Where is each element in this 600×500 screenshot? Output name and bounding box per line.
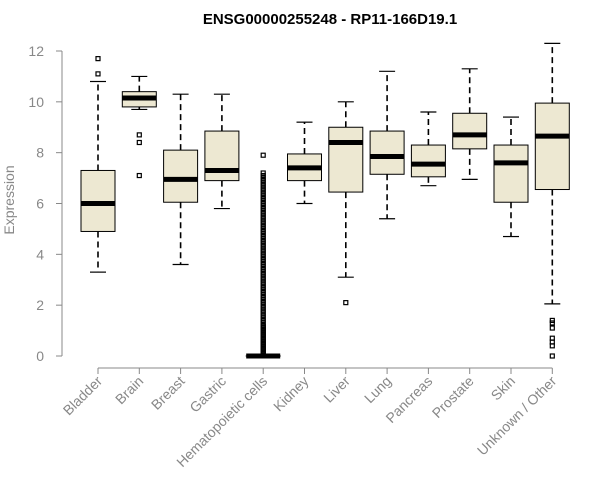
outlier-point bbox=[136, 139, 142, 146]
x-category-label: Kidney bbox=[270, 373, 312, 415]
outlier-point bbox=[343, 300, 349, 306]
iqr-box bbox=[452, 112, 488, 150]
iqr-box bbox=[163, 149, 199, 203]
x-category-label: Skin bbox=[488, 373, 519, 404]
outlier-point bbox=[549, 317, 555, 324]
box-group bbox=[80, 56, 116, 273]
outlier-point bbox=[549, 353, 555, 359]
box-group bbox=[493, 116, 529, 238]
box-group bbox=[534, 42, 570, 359]
y-axis: 0 2 4 6 8 10 12 bbox=[28, 43, 63, 364]
y-tick-label: 2 bbox=[36, 297, 44, 313]
iqr-box bbox=[410, 144, 446, 178]
y-tick-label: 0 bbox=[36, 348, 44, 364]
box-group bbox=[369, 70, 405, 220]
iqr-box bbox=[328, 126, 364, 193]
x-category-label: Brain bbox=[112, 373, 146, 407]
outlier-point bbox=[549, 325, 555, 331]
y-axis-label: Expression bbox=[1, 165, 17, 234]
outlier-point bbox=[136, 132, 142, 138]
outlier-point bbox=[95, 71, 101, 77]
box-group bbox=[121, 75, 157, 179]
iqr-box bbox=[493, 144, 529, 203]
outlier-point bbox=[136, 172, 142, 179]
iqr-box bbox=[204, 130, 240, 182]
x-category-label: Prostate bbox=[429, 373, 477, 421]
box-group bbox=[245, 152, 281, 359]
y-tick-label: 10 bbox=[28, 94, 44, 110]
x-category-label: Breast bbox=[148, 373, 188, 413]
box-group bbox=[452, 68, 488, 180]
outlier-point bbox=[549, 335, 555, 341]
outlier-point bbox=[260, 170, 266, 176]
outlier-point bbox=[260, 152, 266, 158]
chart-title: ENSG00000255248 - RP11-166D19.1 bbox=[203, 11, 457, 28]
iqr-box bbox=[369, 130, 405, 175]
box-group bbox=[287, 121, 322, 205]
x-category-label: Liver bbox=[320, 373, 353, 406]
plot-area bbox=[80, 42, 570, 359]
box-group bbox=[163, 93, 199, 266]
outlier-point bbox=[95, 56, 101, 62]
iqr-box bbox=[80, 169, 116, 232]
y-tick-label: 8 bbox=[36, 145, 44, 161]
box-group bbox=[204, 93, 240, 210]
x-category-label: Bladder bbox=[60, 373, 106, 419]
box-group bbox=[328, 101, 364, 306]
box-group bbox=[410, 111, 446, 187]
y-tick-label: 4 bbox=[36, 246, 44, 262]
y-tick-label: 6 bbox=[36, 196, 44, 212]
x-category-label: Lung bbox=[361, 373, 394, 406]
iqr-box bbox=[534, 102, 570, 191]
y-tick-label: 12 bbox=[28, 43, 44, 59]
